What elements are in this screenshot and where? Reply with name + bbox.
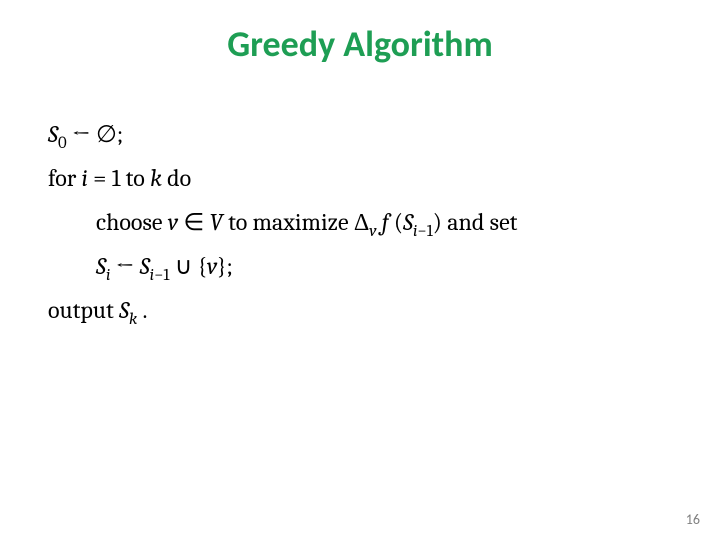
S-arg: S [403, 208, 413, 236]
delta-sub-v: v [369, 222, 376, 241]
var-v: v [168, 208, 178, 236]
v2: v [207, 252, 217, 280]
paren-open: ( [389, 208, 403, 236]
S-i: S [96, 252, 106, 280]
algo-line-2: for i = 1 to k do [48, 156, 672, 200]
slide: { "title": { "text": "Greedy Algorithm",… [0, 0, 720, 540]
txt-andset: and set [442, 208, 518, 236]
eq1: = 1 [88, 164, 121, 192]
emptyset: ∅ [96, 120, 117, 148]
kw-for: for [48, 164, 82, 192]
kw-choose: choose [96, 208, 168, 236]
kw-do: do [162, 164, 191, 192]
sym-in: ∈ [178, 208, 209, 236]
arrow-1: ← [67, 120, 96, 148]
algorithm-body: S0 ← ∅; for i = 1 to k do choose v ∈ V t… [48, 112, 672, 332]
S-im1: S [140, 252, 150, 280]
cup: ∪ [169, 252, 197, 280]
delta: Δ [354, 208, 369, 236]
txt-tomax: to maximize [223, 208, 354, 236]
S-k: S [119, 296, 129, 324]
sym-S0: S [48, 120, 58, 148]
sub-0: 0 [58, 134, 67, 153]
page-number: 16 [686, 511, 700, 528]
sub-m1-4: −1 [154, 266, 169, 285]
brace-close: }; [217, 252, 233, 280]
slide-title: Greedy Algorithm [0, 22, 720, 66]
algo-line-5: output Sk . [48, 288, 672, 332]
set-V: V [210, 208, 223, 236]
algo-line-4: Si ← Si−1 ∪ {v}; [96, 244, 672, 288]
brace-open: { [198, 252, 207, 280]
sub-m1-3: −1 [417, 222, 432, 241]
var-k: k [150, 164, 162, 192]
arrow-2: ← [110, 252, 139, 280]
paren-close: ) [433, 208, 442, 236]
dot: . [137, 296, 147, 324]
semi-1: ; [117, 120, 123, 148]
kw-output: output [48, 296, 119, 324]
algo-line-3: choose v ∈ V to maximize Δv f (Si−1) and… [96, 200, 672, 244]
algo-line-1: S0 ← ∅; [48, 112, 672, 156]
kw-to: to [120, 164, 150, 192]
fn-f: f [377, 208, 389, 236]
